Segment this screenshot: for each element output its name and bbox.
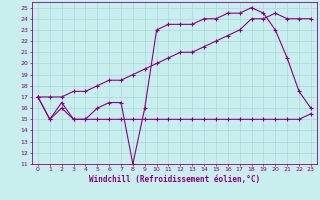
- X-axis label: Windchill (Refroidissement éolien,°C): Windchill (Refroidissement éolien,°C): [89, 175, 260, 184]
